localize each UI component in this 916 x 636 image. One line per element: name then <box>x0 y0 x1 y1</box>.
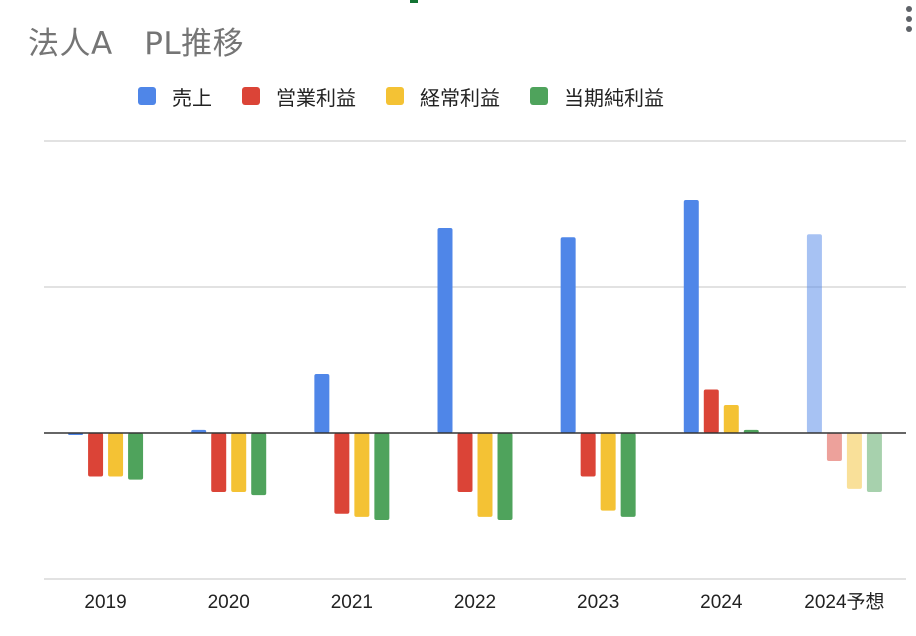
bar-operating-profit-0 <box>88 433 104 477</box>
legend-item-operating-profit[interactable]: 営業利益 <box>242 82 356 111</box>
bar-ordinary-profit-5 <box>723 405 739 433</box>
bar-operating-profit-5 <box>703 389 719 433</box>
legend-label-net-income: 当期純利益 <box>564 85 664 110</box>
bar-sales-3 <box>437 227 453 433</box>
bar-ordinary-profit-1 <box>231 433 247 493</box>
x-tick-label-2: 2021 <box>331 592 373 613</box>
bar-net-income-4 <box>620 433 636 517</box>
bar-operating-profit-4 <box>580 433 596 477</box>
bar-sales-6 <box>806 234 822 433</box>
bar-ordinary-profit-0 <box>108 433 124 477</box>
legend-item-net-income[interactable]: 当期純利益 <box>530 82 664 111</box>
legend-label-sales: 売上 <box>172 85 212 110</box>
bar-sales-4 <box>560 237 576 433</box>
bar-net-income-2 <box>374 433 390 520</box>
bar-ordinary-profit-6 <box>846 433 862 489</box>
x-tick-label-0: 2019 <box>84 592 126 613</box>
bar-net-income-0 <box>128 433 144 480</box>
legend-label-ordinary-profit: 経常利益 <box>420 85 500 110</box>
legend-item-ordinary-profit[interactable]: 経常利益 <box>386 82 500 111</box>
bar-net-income-3 <box>497 433 513 520</box>
x-tick-label-3: 2022 <box>454 592 496 613</box>
legend-item-sales[interactable]: 売上 <box>138 82 212 111</box>
legend-swatch-ordinary-profit <box>386 87 404 105</box>
legend-swatch-sales <box>138 87 156 105</box>
bar-ordinary-profit-4 <box>600 433 616 511</box>
x-tick-label-6: 2024予想 <box>804 591 884 613</box>
legend-swatch-net-income <box>530 87 548 105</box>
x-tick-label-4: 2023 <box>577 592 619 613</box>
legend-swatch-operating-profit <box>242 87 260 105</box>
legend-label-operating-profit: 営業利益 <box>276 85 356 110</box>
top-indicator <box>410 0 418 3</box>
bar-sales-5 <box>683 200 699 433</box>
bar-operating-profit-1 <box>211 433 227 493</box>
x-tick-label-1: 2020 <box>208 592 250 613</box>
bar-sales-2 <box>314 373 330 433</box>
bar-ordinary-profit-3 <box>477 433 493 517</box>
chart-title: 法人A PL推移 <box>28 26 245 62</box>
bar-operating-profit-3 <box>457 433 473 493</box>
bar-net-income-6 <box>866 433 882 493</box>
bar-ordinary-profit-2 <box>354 433 370 517</box>
legend: 売上 営業利益 経常利益 当期純利益 <box>138 82 694 110</box>
x-tick-label-5: 2024 <box>700 592 743 613</box>
more-options-icon[interactable] <box>904 6 914 46</box>
bar-net-income-1 <box>251 433 267 496</box>
bar-operating-profit-6 <box>826 433 842 461</box>
bar-operating-profit-2 <box>334 433 350 514</box>
